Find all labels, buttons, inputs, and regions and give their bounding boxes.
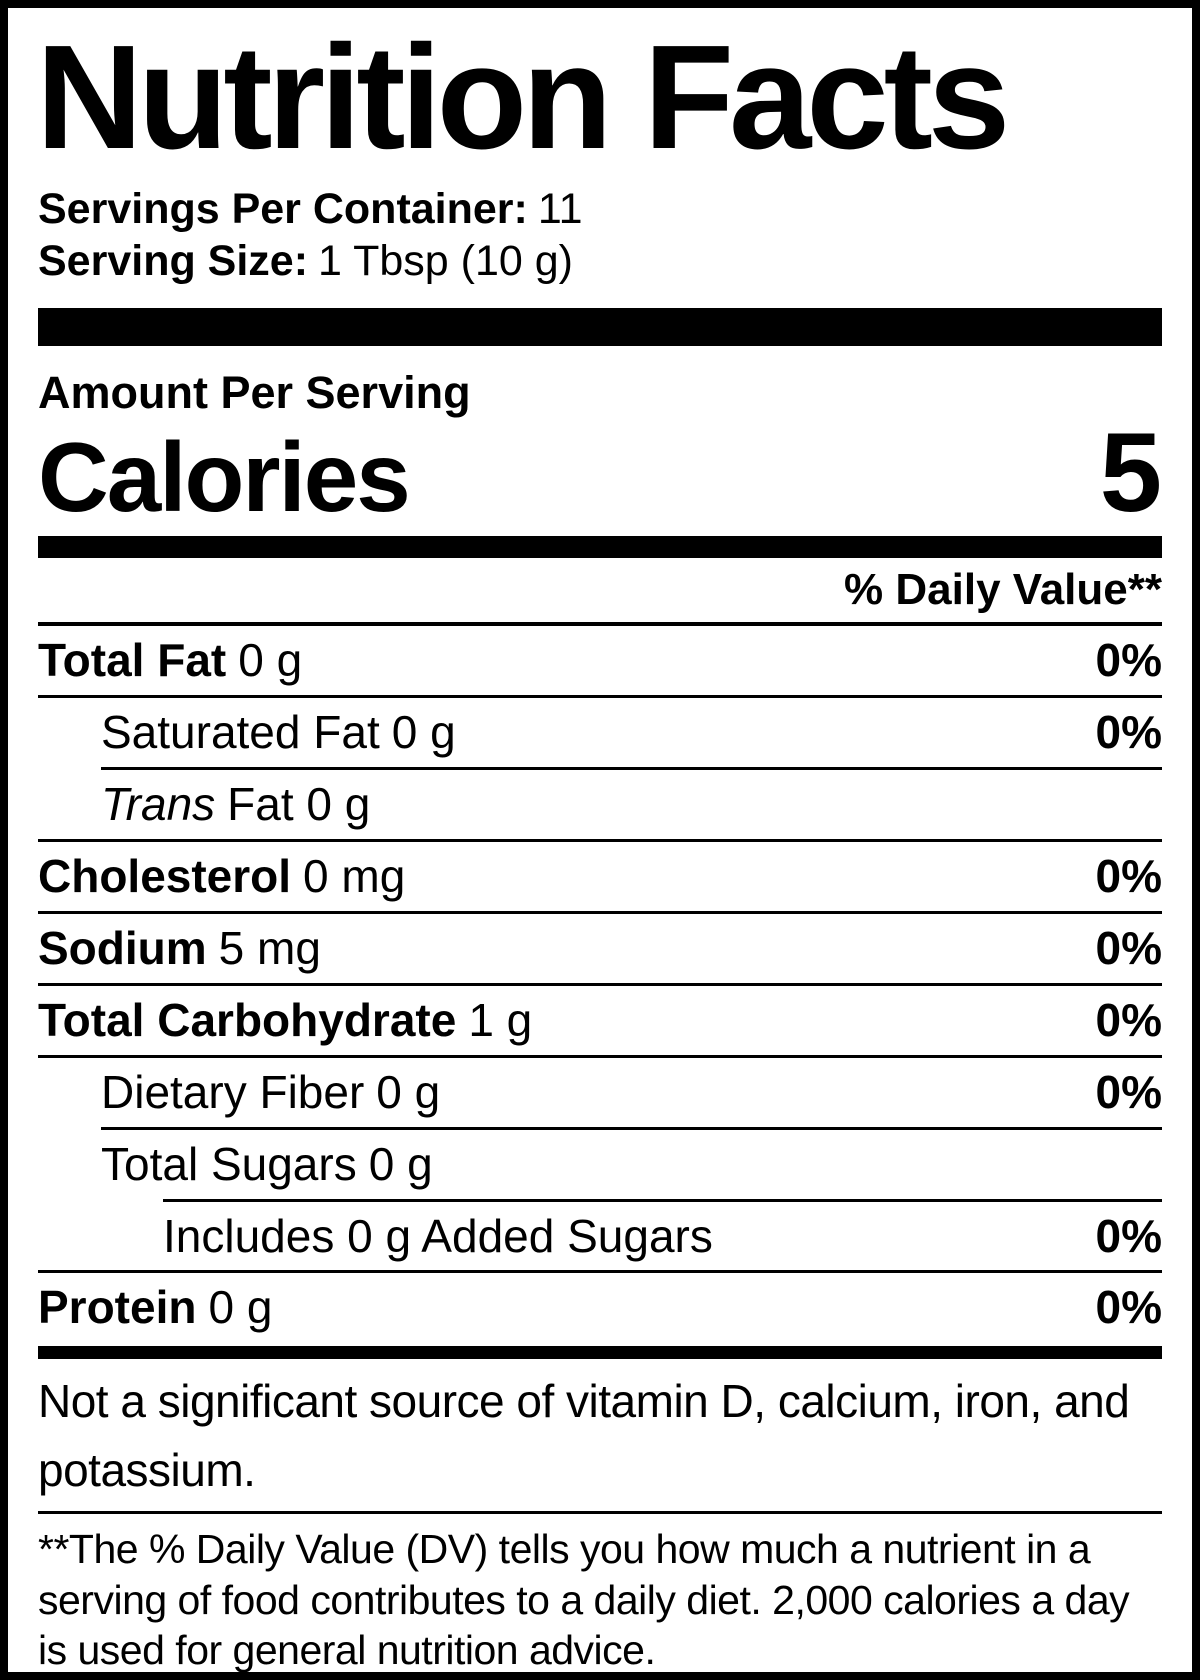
nutrient-name: Total Sugars 0 g xyxy=(101,1137,433,1190)
calories-row: Calories 5 xyxy=(38,410,1162,535)
separator xyxy=(38,910,1162,914)
nutrient-name: Includes 0 g Added Sugars xyxy=(163,1209,713,1262)
nutrient-daily-value: 0% xyxy=(1095,1065,1162,1118)
servings-per-container-value: 11 xyxy=(537,184,583,233)
nutrient-row-sodium: Sodium 5 mg 0% xyxy=(38,914,1162,983)
nutrient-name: Trans Fat 0 g xyxy=(101,778,371,831)
separator xyxy=(38,839,1162,843)
nutrient-row-total-carbohydrate: Total Carbohydrate 1 g 0% xyxy=(38,986,1162,1055)
calories-label: Calories xyxy=(38,422,411,532)
thick-divider-bar-top xyxy=(38,307,1162,346)
calories-value: 5 xyxy=(1099,410,1162,535)
nutrient-row-total-sugars: Total Sugars 0 g xyxy=(38,1130,1162,1199)
separator xyxy=(38,982,1162,986)
nutrient-row-protein: Protein 0 g 0% xyxy=(38,1273,1162,1342)
label-title: Nutrition Facts xyxy=(36,15,1010,180)
nutrient-name: Protein 0 g xyxy=(38,1281,273,1334)
nutrient-daily-value: 0% xyxy=(1095,1281,1162,1334)
nutrient-row-trans-fat: Trans Fat 0 g xyxy=(38,770,1162,839)
separator xyxy=(101,767,1162,771)
nutrient-daily-value: 0% xyxy=(1095,921,1162,974)
separator xyxy=(101,1126,1162,1130)
thick-divider-bar-bottom xyxy=(38,1346,1162,1360)
nutrient-row-total-fat: Total Fat 0 g 0% xyxy=(38,626,1162,695)
daily-value-header: % Daily Value** xyxy=(844,565,1162,614)
amount-per-serving-label: Amount Per Serving xyxy=(38,366,471,418)
nutrient-name: Cholesterol 0 mg xyxy=(38,850,406,903)
thick-divider-bar-calories xyxy=(38,536,1162,558)
nutrient-daily-value: 0% xyxy=(1095,993,1162,1046)
nutrient-name: Sodium 5 mg xyxy=(38,921,321,974)
separator xyxy=(38,1054,1162,1058)
nutrient-name: Dietary Fiber 0 g xyxy=(101,1065,441,1118)
nutrient-row-saturated-fat: Saturated Fat 0 g 0% xyxy=(38,698,1162,767)
serving-size-value: 1 Tbsp (10 g) xyxy=(318,237,573,286)
nutrient-row-added-sugars: Includes 0 g Added Sugars 0% xyxy=(38,1202,1162,1271)
daily-value-footnote: **The % Daily Value (DV) tells you how m… xyxy=(38,1526,1130,1674)
separator xyxy=(38,1511,1162,1515)
nutrient-daily-value: 0% xyxy=(1095,634,1162,687)
separator xyxy=(38,622,1162,627)
nutrient-name: Total Fat 0 g xyxy=(38,634,303,687)
servings-per-container-label: Servings Per Container: xyxy=(38,184,528,233)
nutrient-daily-value: 0% xyxy=(1095,1209,1162,1262)
nutrient-row-cholesterol: Cholesterol 0 mg 0% xyxy=(38,842,1162,911)
separator xyxy=(163,1198,1162,1202)
servings-per-container: Servings Per Container: 11 xyxy=(38,183,1162,235)
separator xyxy=(38,695,1162,699)
nutrient-name: Saturated Fat 0 g xyxy=(101,706,456,759)
serving-size: Serving Size: 1 Tbsp (10 g) xyxy=(38,235,1162,287)
nutrient-daily-value: 0% xyxy=(1095,706,1162,759)
separator xyxy=(38,1270,1162,1274)
nutrient-daily-value: 0% xyxy=(1095,850,1162,903)
serving-size-label: Serving Size: xyxy=(38,237,309,286)
nutrient-row-dietary-fiber: Dietary Fiber 0 g 0% xyxy=(38,1058,1162,1127)
not-significant-note: Not a significant source of vitamin D, c… xyxy=(38,1375,1130,1497)
nutrient-name: Total Carbohydrate 1 g xyxy=(38,993,533,1046)
